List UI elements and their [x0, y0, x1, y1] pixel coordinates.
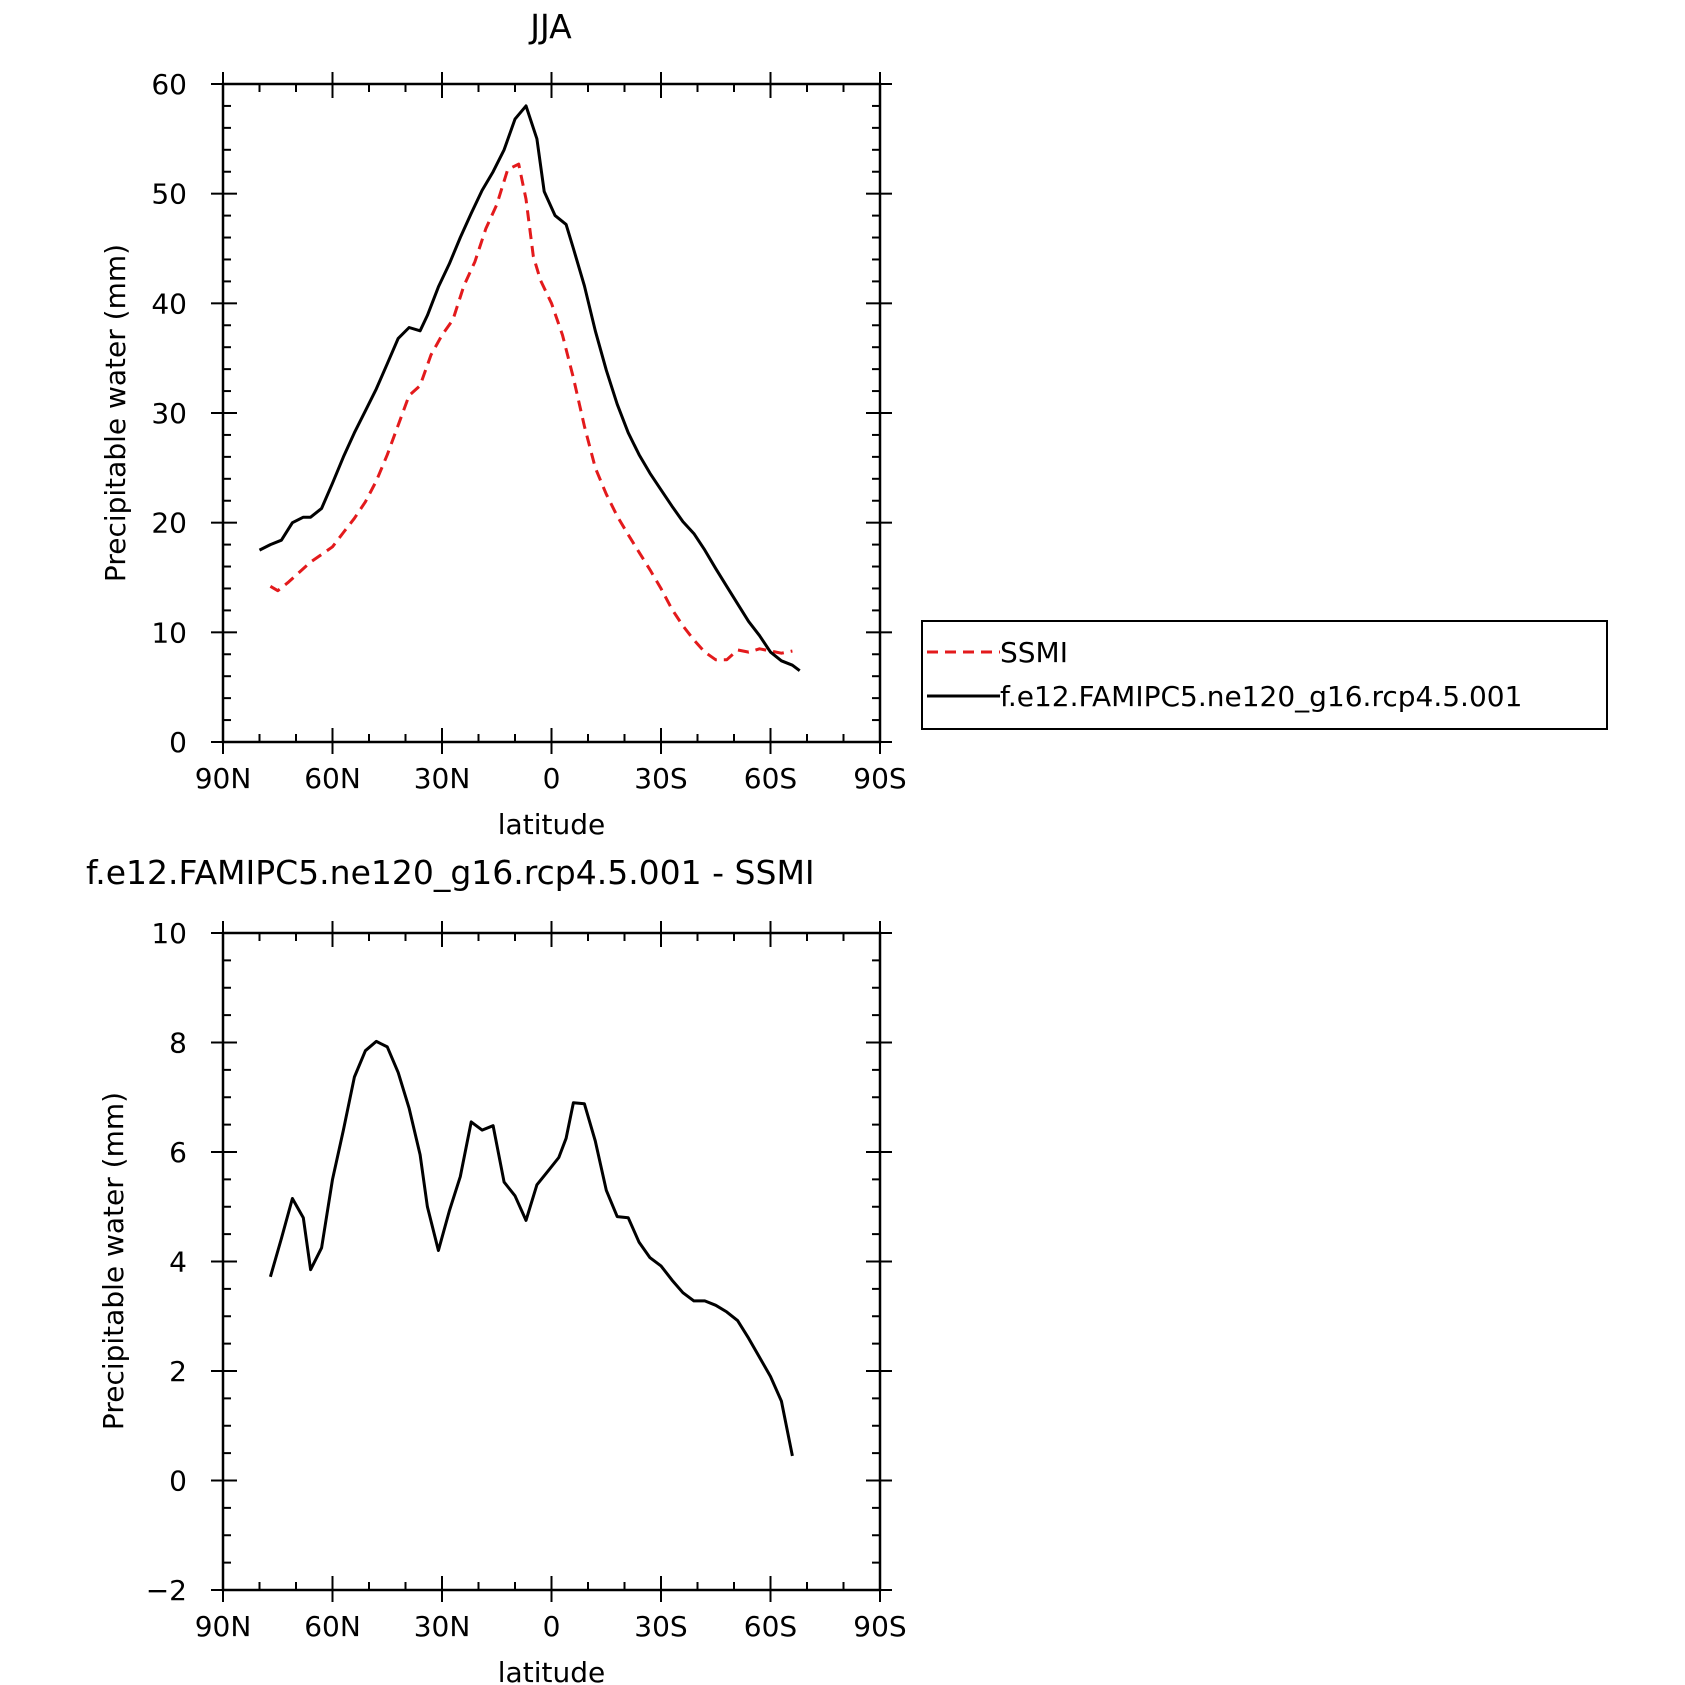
y-tick-label: 20	[151, 507, 187, 540]
series-line-ssmi	[269, 162, 793, 662]
y-tick-label: 10	[151, 616, 187, 649]
legend-box	[921, 620, 1608, 730]
series-line-model	[268, 1039, 794, 1457]
y-tick-label: 10	[151, 917, 187, 950]
y-tick-label: 8	[169, 1027, 187, 1060]
x-tick-label: 90N	[195, 762, 252, 795]
x-tick-label: 60N	[304, 1610, 361, 1643]
series-line-model	[258, 104, 801, 672]
y-tick-label: 0	[169, 1465, 187, 1498]
legend: SSMI f.e12.FAMIPC5.ne120_g16.rcp4.5.001	[921, 620, 1608, 730]
x-tick-label: 60S	[744, 762, 797, 795]
y-tick-label: 50	[151, 178, 187, 211]
x-tick-label: 90S	[853, 762, 906, 795]
y-tick-label: 40	[151, 287, 187, 320]
x-tick-label: 30S	[634, 762, 687, 795]
chart-difference-precipitable-water: f.e12.FAMIPC5.ne120_g16.rcp4.5.001 - SSM…	[86, 853, 907, 1685]
y-axis-label: Precipitable water (mm)	[99, 244, 132, 582]
y-tick-label: 4	[169, 1246, 187, 1279]
x-tick-label: 90S	[853, 1610, 906, 1643]
x-axis-label: latitude	[498, 1656, 605, 1685]
x-tick-label: 30N	[414, 1610, 471, 1643]
x-tick-label: 90N	[195, 1610, 252, 1643]
y-tick-label: −2	[146, 1574, 187, 1607]
x-tick-label: 0	[543, 1610, 561, 1643]
x-tick-label: 30S	[634, 1610, 687, 1643]
x-tick-label: 60S	[744, 1610, 797, 1643]
x-axis-label: latitude	[498, 808, 605, 841]
chart-title: JJA	[528, 7, 572, 46]
x-tick-label: 30N	[414, 762, 471, 795]
x-tick-label: 60N	[304, 762, 361, 795]
y-tick-label: 2	[169, 1355, 187, 1388]
chart-title: f.e12.FAMIPC5.ne120_g16.rcp4.5.001 - SSM…	[86, 853, 815, 892]
y-tick-label: 0	[169, 726, 187, 759]
y-axis-label: Precipitable water (mm)	[97, 1092, 130, 1430]
x-tick-label: 0	[543, 762, 561, 795]
legend-entry-label: f.e12.FAMIPC5.ne120_g16.rcp4.5.001	[1000, 680, 1522, 713]
chart-mean-precipitable-water: JJA 90N 60N 30N 0 30S 60S 90S 0 10 20 30 40 50 60 latit…	[99, 7, 1608, 841]
y-tick-label: 60	[151, 68, 187, 101]
legend-entry-label: SSMI	[1000, 636, 1068, 669]
y-tick-label: 6	[169, 1136, 187, 1169]
y-tick-label: 30	[151, 397, 187, 430]
